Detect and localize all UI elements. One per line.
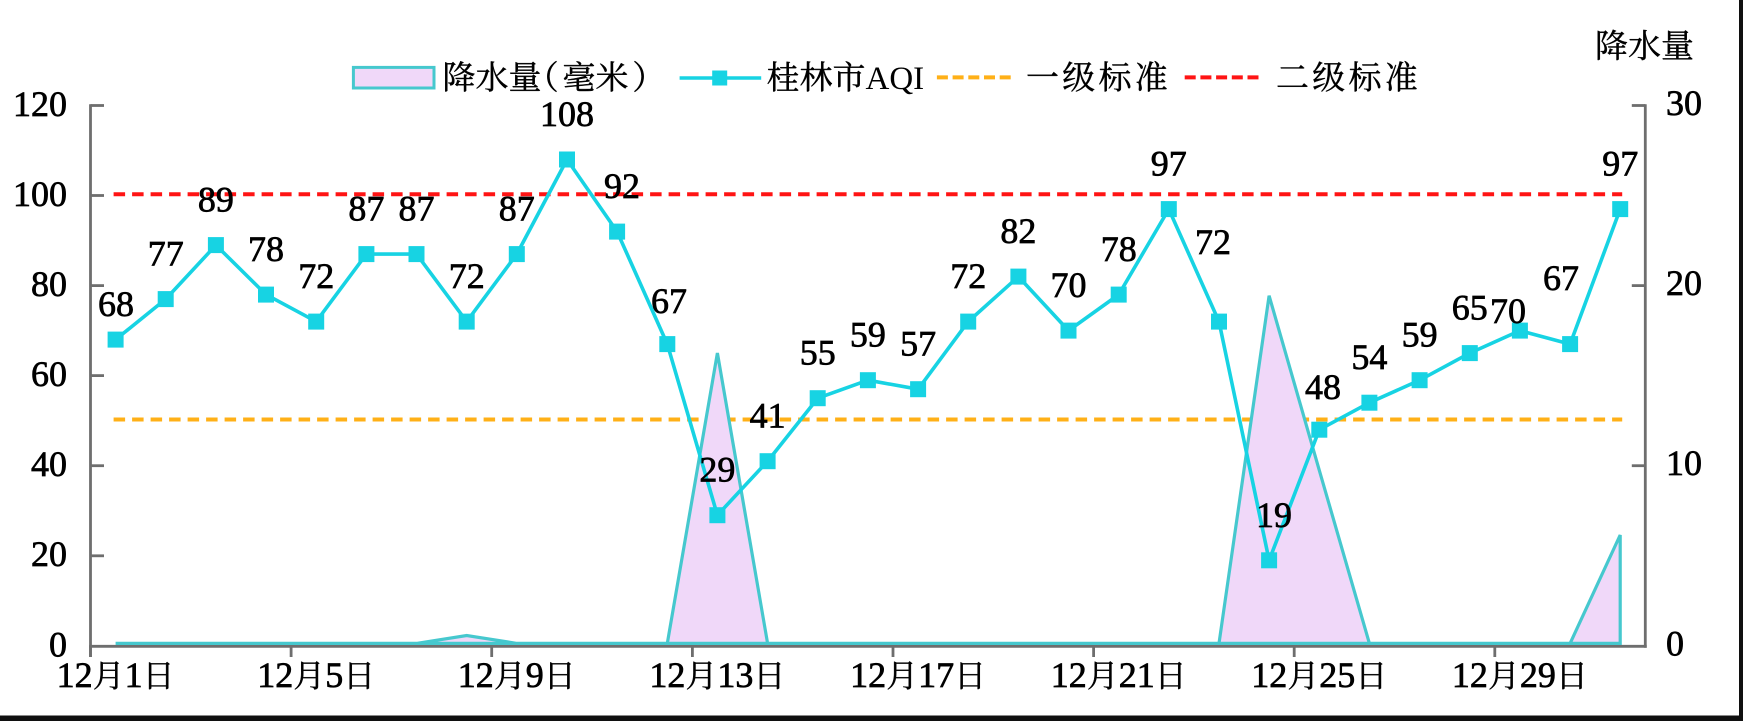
svg-text:59: 59 bbox=[850, 315, 886, 355]
svg-text:72: 72 bbox=[1195, 222, 1231, 262]
svg-text:5: 5 bbox=[325, 655, 343, 695]
svg-text:78: 78 bbox=[248, 229, 284, 269]
svg-text:12: 12 bbox=[649, 655, 685, 695]
svg-text:AQI: AQI bbox=[866, 61, 925, 97]
svg-text:20: 20 bbox=[31, 534, 67, 574]
svg-text:72: 72 bbox=[950, 256, 986, 296]
svg-text:72: 72 bbox=[449, 256, 485, 296]
svg-text:97: 97 bbox=[1602, 144, 1638, 184]
svg-text:12: 12 bbox=[1452, 655, 1488, 695]
svg-text:54: 54 bbox=[1351, 337, 1387, 377]
svg-text:87: 87 bbox=[348, 189, 384, 229]
svg-text:12: 12 bbox=[458, 655, 494, 695]
svg-text:70: 70 bbox=[1490, 291, 1526, 331]
svg-text:100: 100 bbox=[13, 174, 67, 214]
svg-text:19: 19 bbox=[1256, 495, 1292, 535]
svg-text:87: 87 bbox=[499, 189, 535, 229]
svg-text:77: 77 bbox=[148, 234, 184, 274]
svg-text:12: 12 bbox=[1051, 655, 1087, 695]
svg-text:0: 0 bbox=[1666, 623, 1684, 663]
svg-text:68: 68 bbox=[98, 284, 134, 324]
svg-text:120: 120 bbox=[13, 84, 67, 124]
svg-text:67: 67 bbox=[1543, 258, 1579, 298]
svg-text:87: 87 bbox=[399, 189, 435, 229]
svg-text:25: 25 bbox=[1319, 655, 1355, 695]
svg-text:21: 21 bbox=[1119, 655, 1155, 695]
svg-text:1: 1 bbox=[125, 655, 143, 695]
svg-text:12: 12 bbox=[850, 655, 886, 695]
svg-text:65: 65 bbox=[1452, 288, 1488, 328]
svg-text:12: 12 bbox=[1251, 655, 1287, 695]
svg-text:92: 92 bbox=[604, 166, 640, 206]
svg-text:29: 29 bbox=[699, 450, 735, 490]
svg-text:72: 72 bbox=[298, 256, 334, 296]
svg-text:108: 108 bbox=[540, 94, 594, 134]
svg-text:9: 9 bbox=[526, 655, 544, 695]
svg-text:78: 78 bbox=[1101, 229, 1137, 269]
svg-text:20: 20 bbox=[1666, 263, 1702, 303]
svg-text:80: 80 bbox=[31, 264, 67, 304]
svg-text:97: 97 bbox=[1151, 144, 1187, 184]
svg-text:10: 10 bbox=[1666, 443, 1702, 483]
svg-text:48: 48 bbox=[1305, 367, 1341, 407]
svg-text:82: 82 bbox=[1000, 211, 1036, 251]
svg-text:67: 67 bbox=[651, 281, 687, 321]
svg-text:29: 29 bbox=[1520, 655, 1556, 695]
svg-text:40: 40 bbox=[31, 444, 67, 484]
svg-text:57: 57 bbox=[900, 324, 936, 364]
svg-text:59: 59 bbox=[1402, 315, 1438, 355]
svg-text:41: 41 bbox=[750, 396, 786, 436]
svg-text:0: 0 bbox=[49, 624, 67, 664]
svg-text:30: 30 bbox=[1666, 83, 1702, 123]
svg-text:17: 17 bbox=[918, 655, 954, 695]
svg-text:60: 60 bbox=[31, 354, 67, 394]
svg-text:55: 55 bbox=[800, 333, 836, 373]
svg-text:12: 12 bbox=[257, 655, 293, 695]
svg-text:12: 12 bbox=[57, 655, 93, 695]
svg-text:70: 70 bbox=[1051, 265, 1087, 305]
svg-text:89: 89 bbox=[198, 180, 234, 220]
svg-text:13: 13 bbox=[717, 655, 753, 695]
